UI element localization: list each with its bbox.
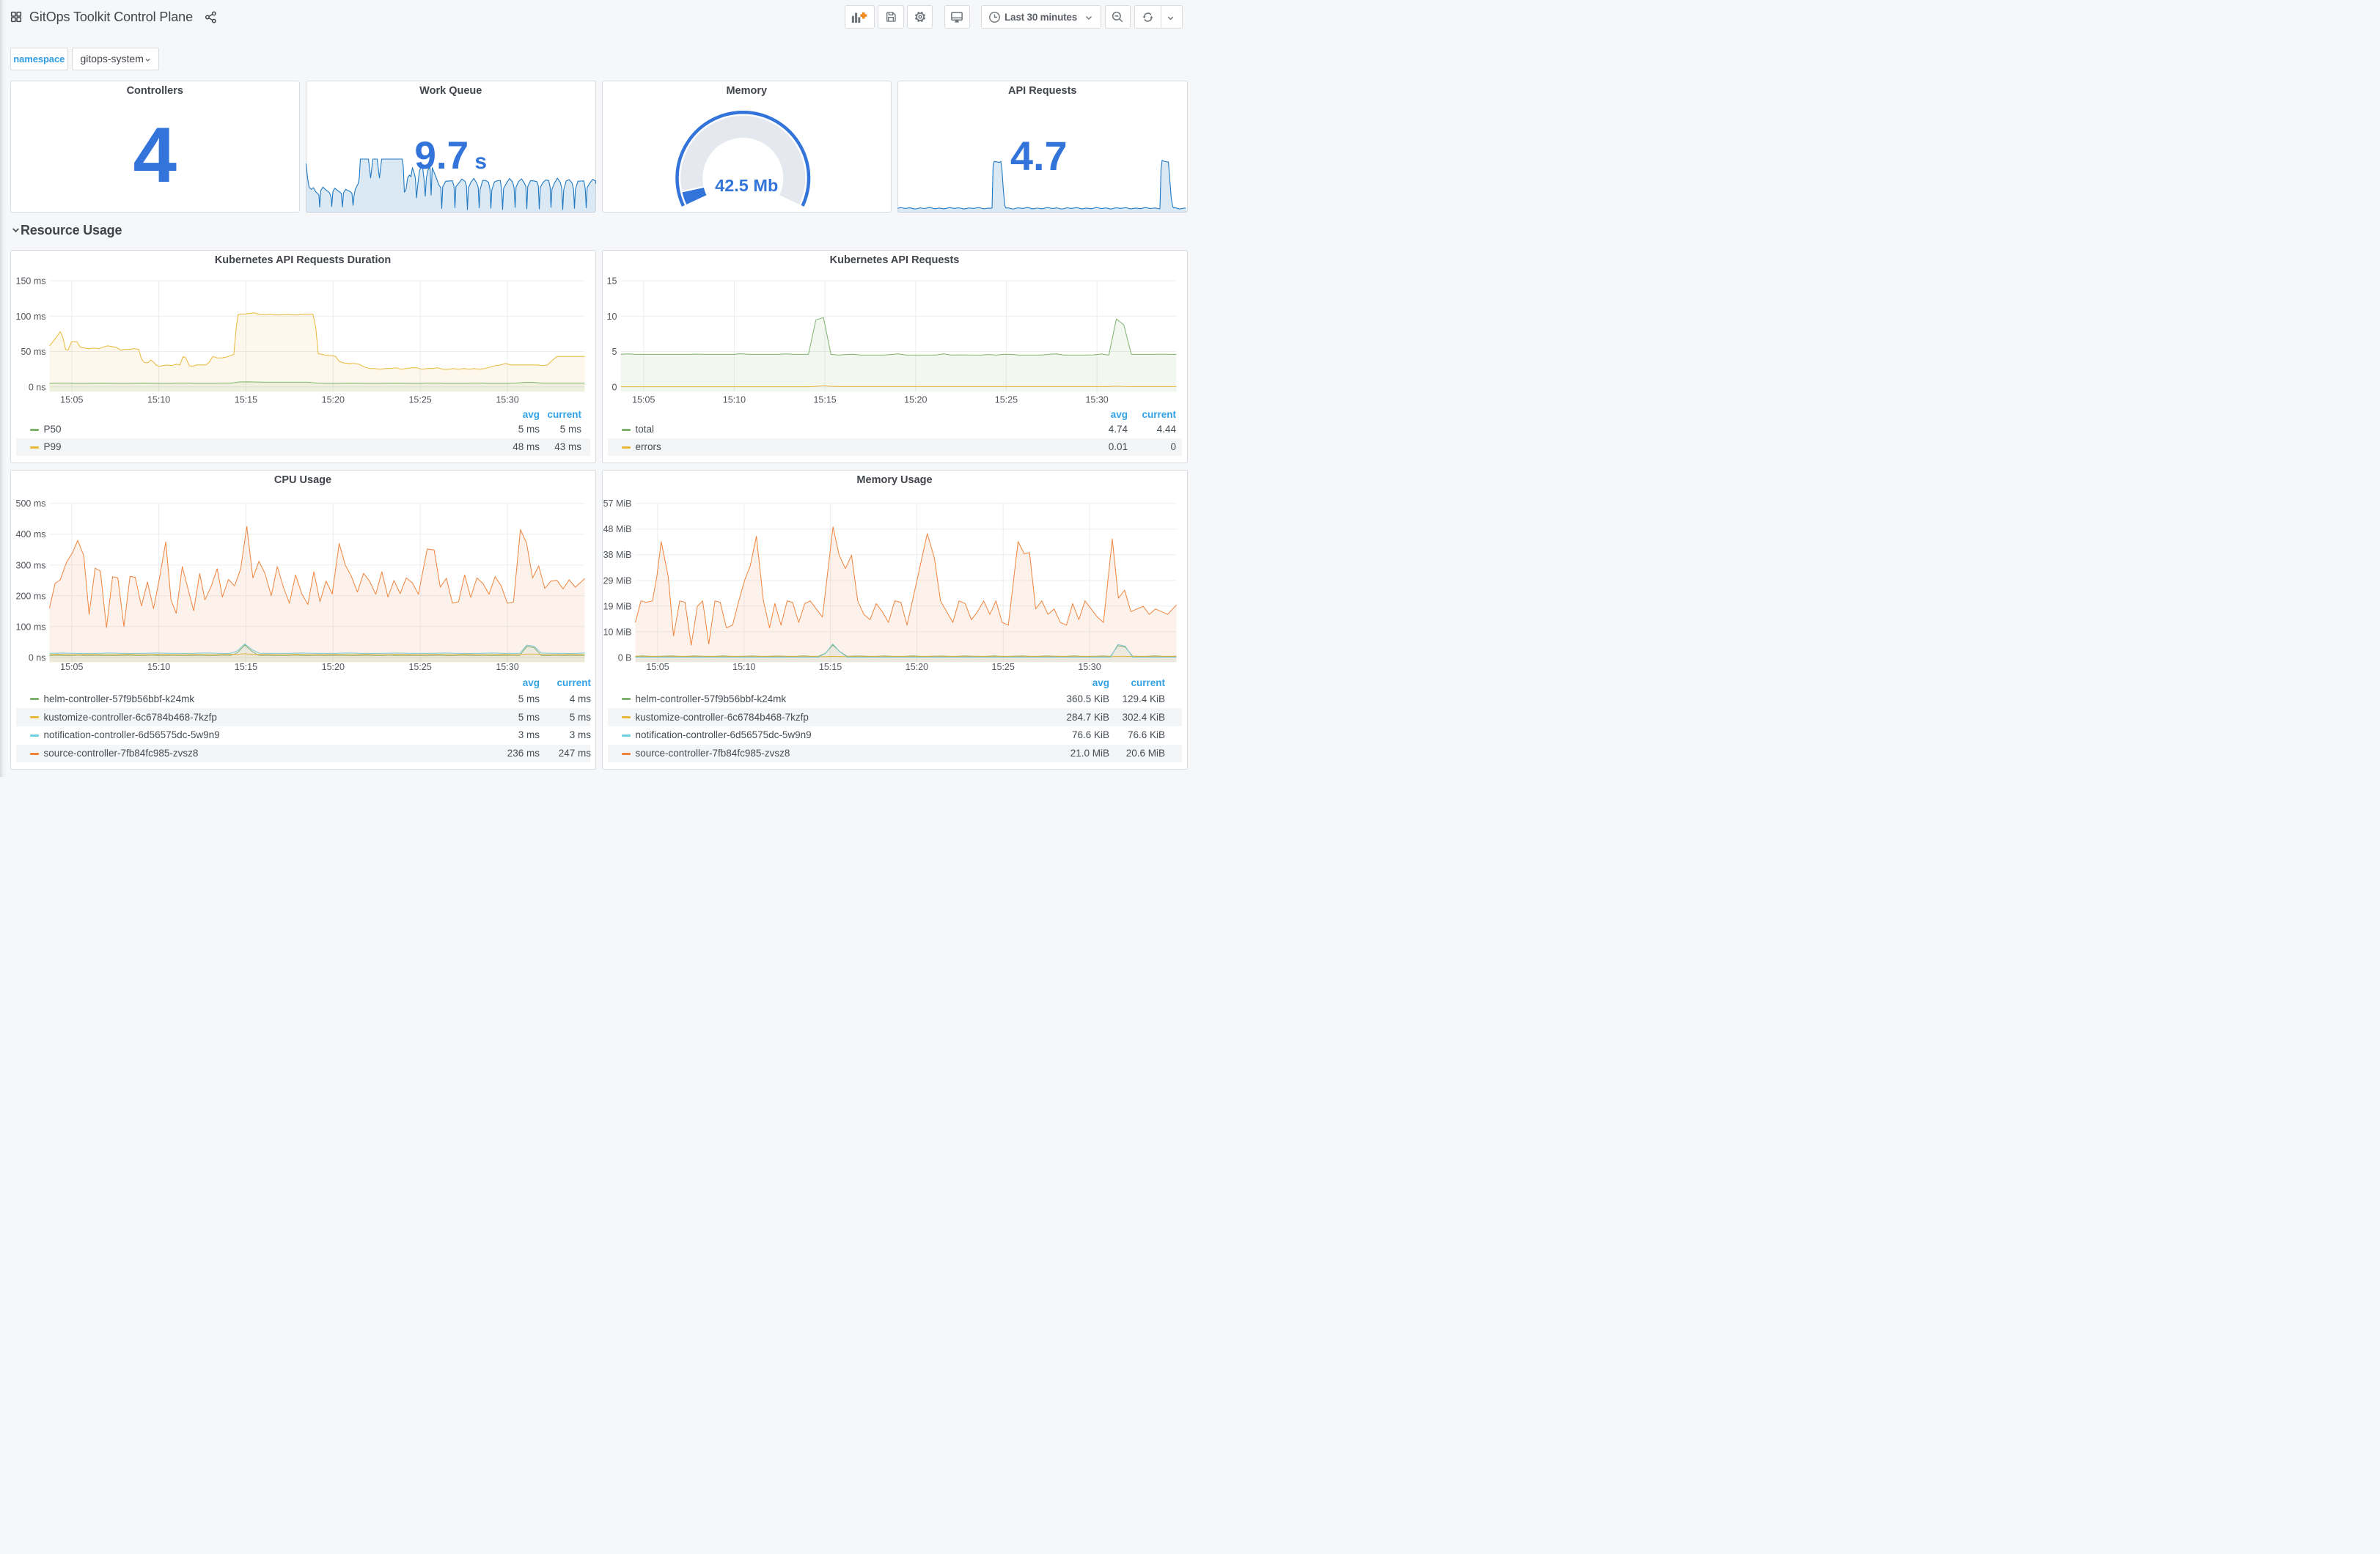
svg-text:15:10: 15:10: [722, 394, 745, 405]
svg-text:0 ns: 0 ns: [28, 652, 45, 663]
svg-text:100 ms: 100 ms: [15, 312, 45, 322]
svg-text:15: 15: [606, 276, 617, 287]
svg-text:15:10: 15:10: [147, 662, 169, 672]
svg-text:15:15: 15:15: [813, 394, 836, 405]
svg-text:15:10: 15:10: [732, 662, 755, 672]
svg-text:15:30: 15:30: [1078, 662, 1101, 672]
svg-text:15:10: 15:10: [147, 394, 169, 405]
svg-text:15:05: 15:05: [632, 394, 655, 405]
svg-text:5: 5: [611, 347, 617, 357]
svg-text:15:25: 15:25: [994, 394, 1017, 405]
svg-text:57 MiB: 57 MiB: [603, 498, 631, 509]
svg-text:300 ms: 300 ms: [15, 560, 45, 570]
svg-text:15:20: 15:20: [321, 394, 344, 405]
svg-text:15:15: 15:15: [818, 662, 841, 672]
svg-text:400 ms: 400 ms: [15, 529, 45, 540]
svg-text:15:30: 15:30: [1085, 394, 1108, 405]
svg-text:19 MiB: 19 MiB: [603, 601, 631, 611]
svg-text:15:30: 15:30: [496, 394, 518, 405]
svg-text:15:05: 15:05: [60, 394, 83, 405]
svg-text:100 ms: 100 ms: [15, 622, 45, 632]
svg-text:15:15: 15:15: [234, 394, 257, 405]
svg-text:500 ms: 500 ms: [15, 498, 45, 509]
svg-text:15:20: 15:20: [904, 394, 927, 405]
svg-text:48 MiB: 48 MiB: [603, 524, 631, 534]
svg-text:10 MiB: 10 MiB: [603, 627, 631, 637]
svg-text:10: 10: [606, 312, 617, 322]
svg-text:15:25: 15:25: [991, 662, 1014, 672]
svg-text:38 MiB: 38 MiB: [603, 550, 631, 560]
svg-text:15:05: 15:05: [60, 662, 83, 672]
svg-text:0 B: 0 B: [617, 652, 631, 663]
svg-text:29 MiB: 29 MiB: [603, 575, 631, 586]
svg-text:0: 0: [611, 382, 617, 392]
svg-text:150 ms: 150 ms: [15, 276, 45, 287]
svg-text:200 ms: 200 ms: [15, 591, 45, 601]
svg-text:15:20: 15:20: [905, 662, 928, 672]
svg-text:50 ms: 50 ms: [21, 347, 45, 357]
svg-text:15:25: 15:25: [408, 662, 431, 672]
svg-text:15:05: 15:05: [646, 662, 669, 672]
svg-text:15:15: 15:15: [234, 662, 257, 672]
svg-text:0 ns: 0 ns: [28, 382, 45, 392]
svg-text:15:20: 15:20: [321, 662, 344, 672]
svg-text:15:30: 15:30: [496, 662, 518, 672]
svg-text:15:25: 15:25: [408, 394, 431, 405]
